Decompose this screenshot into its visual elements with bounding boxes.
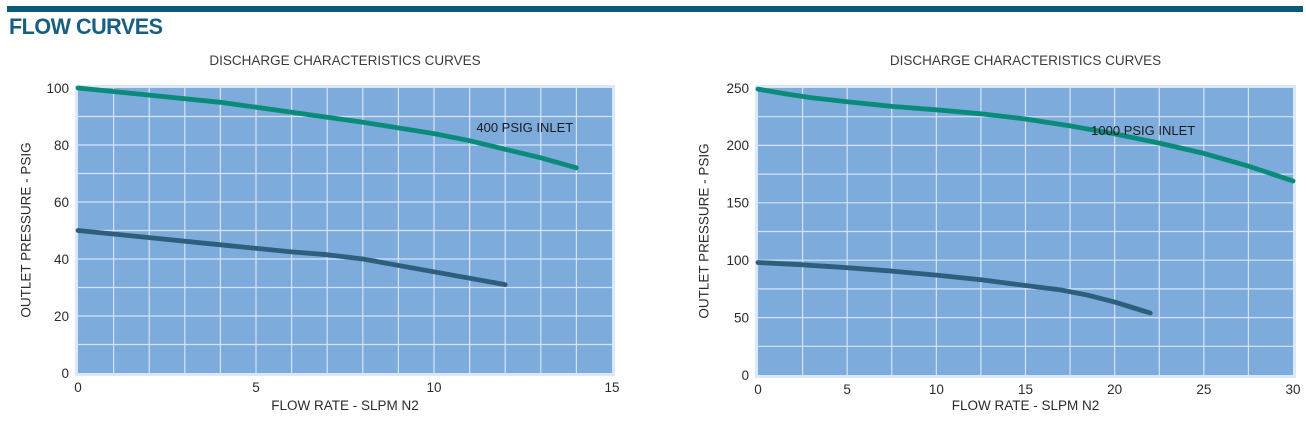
x-tick-label: 0: [74, 380, 82, 395]
plot-border: [755, 85, 1296, 378]
chart-title: DISCHARGE CHARACTERISTICS CURVES: [209, 53, 481, 68]
y-tick-label: 200: [726, 138, 749, 153]
y-tick-label: 250: [726, 81, 749, 96]
left-chart-canvas: 0 5 10 15 0 20 40 60 80 100 400 PSIG INLET: [46, 81, 619, 395]
y-tick-label: 0: [741, 368, 749, 383]
discharge-chart-1000-psig: DISCHARGE CHARACTERISTICS CURVES OUTLET …: [653, 0, 1306, 436]
x-tick-label: 10: [426, 380, 441, 395]
y-tick-label: 80: [54, 138, 69, 153]
x-tick-label: 15: [604, 380, 619, 395]
y-tick-label: 50: [734, 310, 749, 325]
y-tick-label: 40: [54, 252, 69, 267]
outlet-lower-curve: [75, 228, 508, 288]
inlet-400-psig-curve: [75, 85, 579, 171]
x-tick-label: 30: [1285, 382, 1300, 397]
y-tick-label: 20: [54, 309, 69, 324]
x-tick-label: 10: [929, 382, 944, 397]
y-tick-label: 100: [726, 253, 749, 268]
y-tick-label: 0: [61, 366, 69, 381]
x-tick-label: 5: [252, 380, 260, 395]
outlet-lower-curve: [755, 260, 1153, 316]
y-tick-label: 100: [46, 81, 69, 96]
x-tick-label: 15: [1018, 382, 1033, 397]
x-tick-label: 25: [1196, 382, 1211, 397]
x-axis-label: FLOW RATE - SLPM N2: [271, 398, 419, 413]
page-title: FLOW CURVES: [9, 14, 163, 39]
x-tick-label: 20: [1107, 382, 1122, 397]
discharge-chart-400-psig: DISCHARGE CHARACTERISTICS CURVES OUTLET …: [19, 53, 620, 413]
inlet-1000-psig-label: 1000 PSIG INLET: [1091, 123, 1195, 138]
header-rule: [7, 6, 1303, 12]
y-tick-label: 60: [54, 195, 69, 210]
inlet-400-psig-label: 400 PSIG INLET: [476, 120, 573, 135]
x-tick-label: 5: [843, 382, 851, 397]
inlet-1000-psig-curve: [755, 86, 1296, 184]
chart-title: DISCHARGE CHARACTERISTICS CURVES: [889, 53, 1162, 68]
y-tick-label: 150: [726, 196, 749, 211]
x-tick-label: 0: [754, 382, 762, 397]
x-axis-label: FLOW RATE - SLPM N2: [951, 398, 1100, 413]
right-chart-canvas: 0 5 10 15 20 25 30 0 50 100 150 200 250 1000 PSIG INL…: [726, 81, 1300, 397]
